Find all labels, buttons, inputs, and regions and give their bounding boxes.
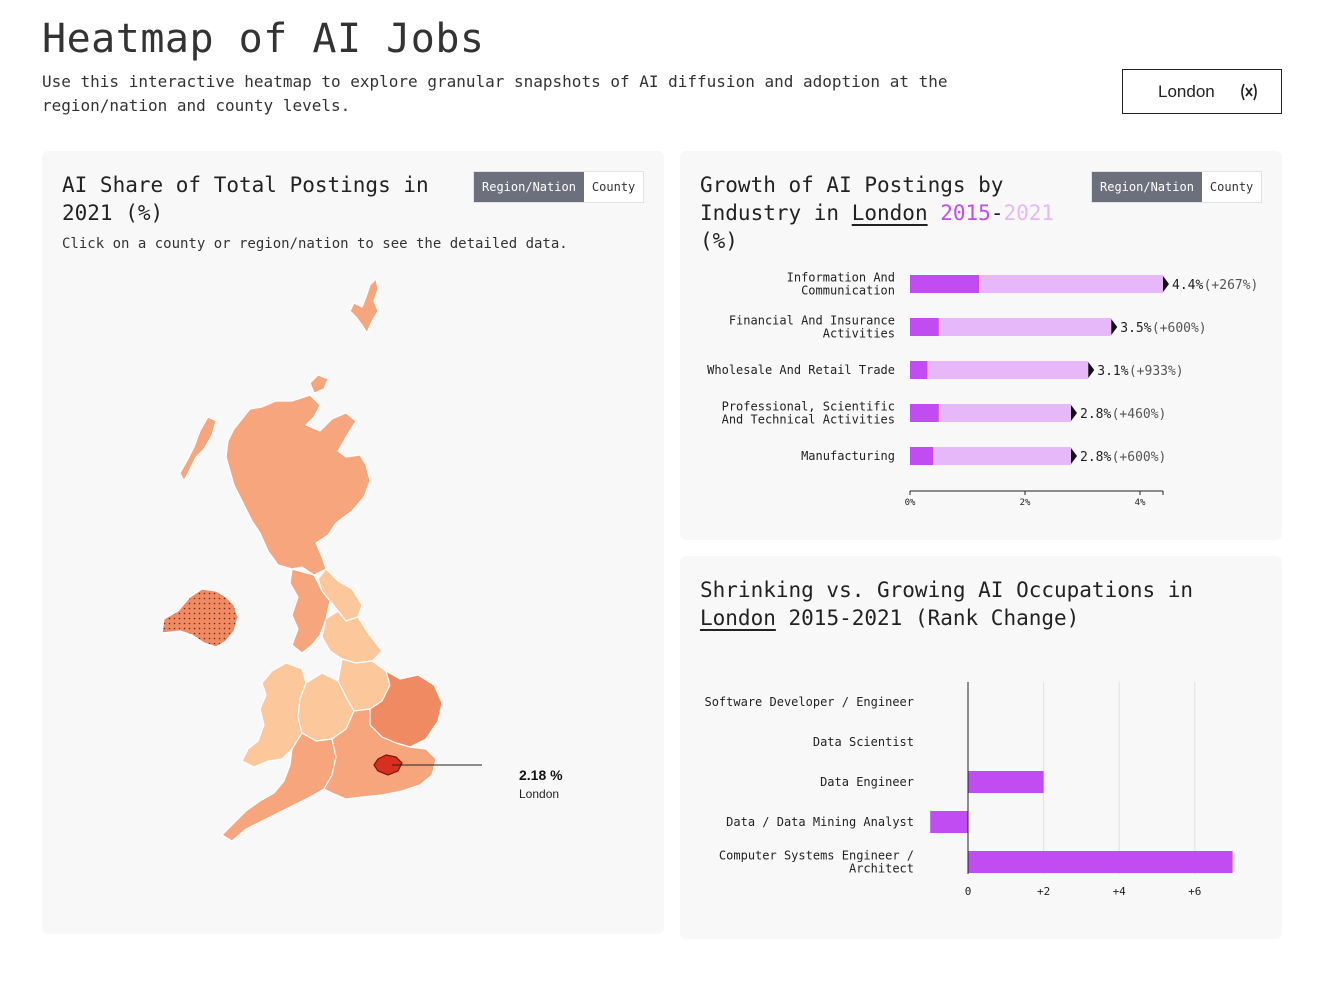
region-northern-ireland[interactable] (161, 588, 239, 648)
industry-bar-2015 (910, 275, 979, 293)
occupation-title-location[interactable]: London (700, 606, 776, 630)
industry-bar-2015 (910, 447, 933, 465)
map-card: AI Share of Total Postings in 2021 (%) R… (42, 151, 664, 934)
location-chip-label: London (1158, 81, 1215, 101)
industry-title-location[interactable]: London (851, 201, 928, 225)
uk-heatmap (161, 278, 482, 842)
industry-value-label: 3.1% (1097, 364, 1128, 379)
occupation-bar (968, 851, 1233, 873)
industry-growth-card: Growth of AI Postings by Industry in Lon… (680, 151, 1282, 540)
industry-bar-2021 (910, 447, 1071, 465)
industry-bar-end-marker (1111, 319, 1118, 335)
industry-x-tick-label: 4% (1135, 498, 1146, 508)
occupation-bar (930, 811, 968, 833)
occupation-card-title: Shrinking vs. Growing AI Occupations in … (700, 576, 1270, 632)
industry-bar-end-marker (1071, 405, 1077, 421)
occupation-bar (968, 771, 1044, 793)
occupation-x-tick-label: +2 (1037, 885, 1050, 898)
occupation-title-prefix: Shrinking vs. Growing AI Occupations in (700, 578, 1194, 602)
occupation-x-tick-label: +4 (1113, 885, 1127, 898)
map-level-toggle: Region/Nation County (473, 171, 645, 203)
industry-bar-end-marker (1163, 276, 1169, 292)
callout-value: 2.18 % (519, 767, 563, 783)
region-london[interactable] (373, 754, 403, 776)
industry-label: Information And Communication (787, 271, 895, 298)
industry-label: Manufacturing (801, 449, 895, 463)
industry-change-label: (+600%) (1152, 321, 1207, 336)
callout-region-name: London (519, 787, 560, 801)
region-orkney[interactable] (309, 374, 329, 394)
region-scotland[interactable] (225, 394, 371, 576)
industry-x-tick-label: 2% (1020, 498, 1031, 508)
occupation-label: Computer Systems Engineer / Architect (719, 849, 914, 876)
occupation-rank-chart: Software Developer / Engineer Data Scient… (704, 682, 1233, 898)
industry-title-prefix: Growth of AI Postings by Industry in (700, 173, 1004, 225)
industry-growth-chart: Information And Communication 4.4% (+267%) F… (707, 271, 1259, 508)
region-north-west[interactable] (289, 568, 331, 654)
occupation-x-tick-label: 0 (965, 885, 972, 898)
occupation-label: Data Engineer (820, 775, 914, 789)
industry-card-title: Growth of AI Postings by Industry in Lon… (700, 171, 1070, 255)
industry-bar-2021 (910, 404, 1071, 422)
industry-bar-end-marker (1071, 448, 1077, 464)
industry-label: Financial And Insurance Activities (729, 314, 895, 341)
region-shetland[interactable] (349, 278, 379, 334)
industry-bar-end-marker (1088, 362, 1095, 378)
location-filter-chip[interactable]: London (1122, 69, 1282, 114)
occupation-label: Data / Data Mining Analyst (726, 815, 914, 829)
close-icon[interactable] (1239, 82, 1259, 102)
toggle-region-nation[interactable]: Region/Nation (1092, 172, 1202, 202)
industry-bar-2015 (910, 361, 928, 379)
industry-value-label: 2.8% (1080, 407, 1111, 422)
industry-change-label: (+933%) (1129, 364, 1184, 379)
region-yorkshire[interactable] (321, 610, 383, 664)
industry-change-label: (+600%) (1112, 450, 1167, 465)
map-instructions: Click on a county or region/nation to se… (62, 236, 568, 252)
industry-bar-2015 (910, 404, 939, 422)
region-south-east[interactable] (323, 708, 437, 800)
industry-title-year-end: 2021 (1003, 201, 1055, 225)
toggle-region-nation[interactable]: Region/Nation (474, 172, 584, 202)
occupation-label: Software Developer / Engineer (704, 695, 914, 709)
occupation-title-suffix: 2015-2021 (Rank Change) (788, 606, 1080, 630)
industry-title-unit: (%) (700, 229, 738, 253)
map-card-title: AI Share of Total Postings in 2021 (%) (62, 173, 429, 225)
industry-x-tick-label: 0% (905, 498, 916, 508)
industry-value-label: 4.4% (1172, 278, 1203, 293)
industry-bar-2021 (910, 318, 1112, 336)
occupation-label: Data Scientist (813, 735, 914, 749)
page-title: Heatmap of AI Jobs (42, 16, 485, 62)
toggle-county[interactable]: County (1209, 180, 1254, 194)
page-subtitle: Use this interactive heatmap to explore … (42, 72, 948, 115)
industry-level-toggle: Region/Nation County (1091, 171, 1263, 203)
region-scotland-west-isles[interactable] (179, 416, 217, 482)
industry-label: Professional, Scientific And Technical Ac… (722, 400, 895, 427)
industry-title-dash: - (990, 201, 1004, 225)
industry-change-label: (+460%) (1112, 407, 1167, 422)
industry-bar-2015 (910, 318, 939, 336)
toggle-county[interactable]: County (591, 180, 636, 194)
industry-bar-2021 (910, 361, 1089, 379)
occupation-x-tick-label: +6 (1188, 885, 1201, 898)
industry-change-label: (+267%) (1204, 278, 1259, 293)
industry-title-year-start: 2015 (940, 201, 991, 225)
industry-value-label: 3.5% (1120, 321, 1151, 336)
industry-label: Wholesale And Retail Trade (707, 363, 895, 377)
occupation-rank-card: Shrinking vs. Growing AI Occupations in … (680, 556, 1282, 939)
industry-value-label: 2.8% (1080, 450, 1111, 465)
